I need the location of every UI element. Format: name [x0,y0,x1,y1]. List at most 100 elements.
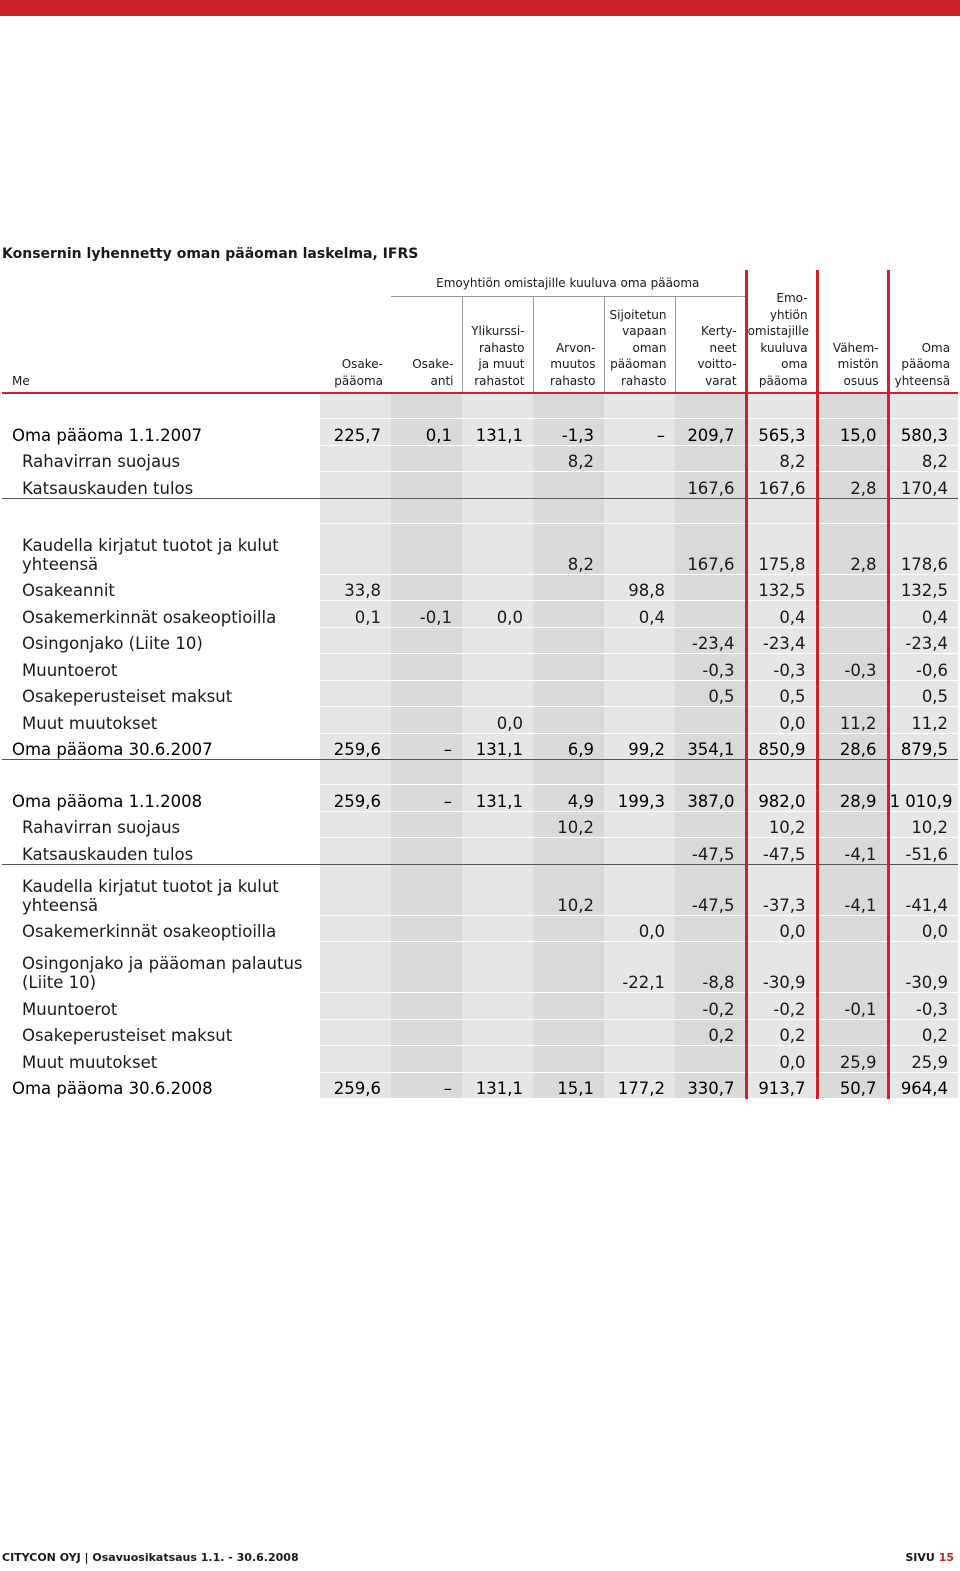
cell-value [462,1045,533,1073]
cell-value: 0,1 [320,600,391,628]
row-label: Muut muutokset [2,706,320,734]
cell-value [675,574,748,601]
cell-value: -23,4 [746,627,819,654]
cell-value [533,627,604,654]
cell-value [533,600,604,628]
top-accent-bar [0,0,960,16]
cell-value: 33,8 [320,574,391,601]
cell-value: 0,5 [675,680,748,707]
row-label: Osakeperusteiset maksut [2,680,320,707]
cell-value: 565,3 [746,418,819,446]
cell-value [604,680,675,707]
cell-value [817,574,890,601]
cell-value: -22,1 [604,941,675,993]
cell-value: 1 010,9 [888,784,959,812]
row-label: Osingonjako ja pääoman palautus (Liite 1… [2,941,320,993]
cell-value: 982,0 [746,784,819,812]
cell-value [675,811,748,838]
row-label: Oma pääoma 1.1.2008 [2,784,320,812]
cell-value: -0,3 [888,992,959,1020]
cell-value [462,471,533,499]
cell-value [391,811,462,838]
cell-value: 28,9 [817,784,890,812]
cell-value [391,653,462,681]
cell-value: 0,4 [888,600,959,628]
row-label: Osakeannit [2,574,320,601]
col-header-2: Osake-anti [391,296,462,394]
header-row-group: Me Osake-pääoma Emoyhtiön omistajille ku… [2,270,959,394]
cell-value: -1,3 [533,418,604,446]
cell-value: 0,0 [746,706,819,734]
row-label: Rahavirran suojaus [2,445,320,472]
row-label: Rahavirran suojaus [2,811,320,838]
cell-value: 4,9 [533,784,604,812]
cell-value [320,471,391,499]
cell-value [675,915,748,942]
cell-value [604,864,675,916]
cell-value [391,941,462,993]
cell-value: 0,0 [462,600,533,628]
cell-value: 259,6 [320,732,391,760]
cell-value [604,811,675,838]
cell-value: 28,6 [817,732,890,760]
cell-value: -0,6 [888,653,959,681]
cell-value: 209,7 [675,418,748,446]
cell-value [462,627,533,654]
cell-value [817,1019,890,1046]
row-label: Osingonjako (Liite 10) [2,627,320,654]
cell-value: – [391,784,462,812]
table-row: Muuntoerot -0,3 -0,3 -0,3 -0,6 [2,653,959,681]
cell-value [604,1045,675,1073]
row-label: Kaudella kirjatut tuotot ja kulut yhteen… [2,864,320,916]
cell-value [462,523,533,575]
cell-value [817,941,890,993]
cell-value [320,837,391,865]
table-row: Oma pääoma 1.1.2008 259,6–131,1 4,9 199,3 38… [2,784,959,812]
cell-value: 8,2 [746,445,819,472]
cell-value: 0,2 [746,1019,819,1046]
cell-value [533,574,604,601]
cell-value: 259,6 [320,1071,391,1099]
cell-value [320,864,391,916]
table-row: Muut muutokset 0,0 0,0 11,2 11,2 [2,706,959,734]
cell-value: 170,4 [888,471,959,499]
cell-value: 99,2 [604,732,675,760]
cell-value: 0,4 [746,600,819,628]
cell-value [817,680,890,707]
cell-value [675,706,748,734]
cell-value: 132,5 [746,574,819,601]
cell-value [391,471,462,499]
cell-value: -51,6 [888,837,959,865]
col-header-1: Osake-pääoma [320,270,391,394]
cell-value: -23,4 [675,627,748,654]
footer-page-number: 15 [938,1551,954,1564]
cell-value [391,1045,462,1073]
cell-value: -0,2 [746,992,819,1020]
cell-value [391,627,462,654]
row-label: Muut muutokset [2,1045,320,1073]
cell-value: 0,0 [746,915,819,942]
cell-value [391,706,462,734]
cell-value: 6,9 [533,732,604,760]
cell-value [533,941,604,993]
cell-value: 175,8 [746,523,819,575]
cell-value: -0,1 [817,992,890,1020]
cell-value [675,600,748,628]
cell-value [391,864,462,916]
cell-value: -30,9 [888,941,959,993]
cell-value: 0,2 [888,1019,959,1046]
cell-value [604,523,675,575]
row-label: Oma pääoma 1.1.2007 [2,418,320,446]
cell-value [533,915,604,942]
cell-value [533,1019,604,1046]
cell-value [320,992,391,1020]
cell-value [462,864,533,916]
cell-value: 2,8 [817,471,890,499]
row-label: Katsauskauden tulos [2,837,320,865]
cell-value [320,915,391,942]
cell-value [462,445,533,472]
cell-value: 131,1 [462,732,533,760]
cell-value [604,471,675,499]
col-header-9: Oma pääoma yhteensä [886,270,959,394]
cell-value [675,445,748,472]
